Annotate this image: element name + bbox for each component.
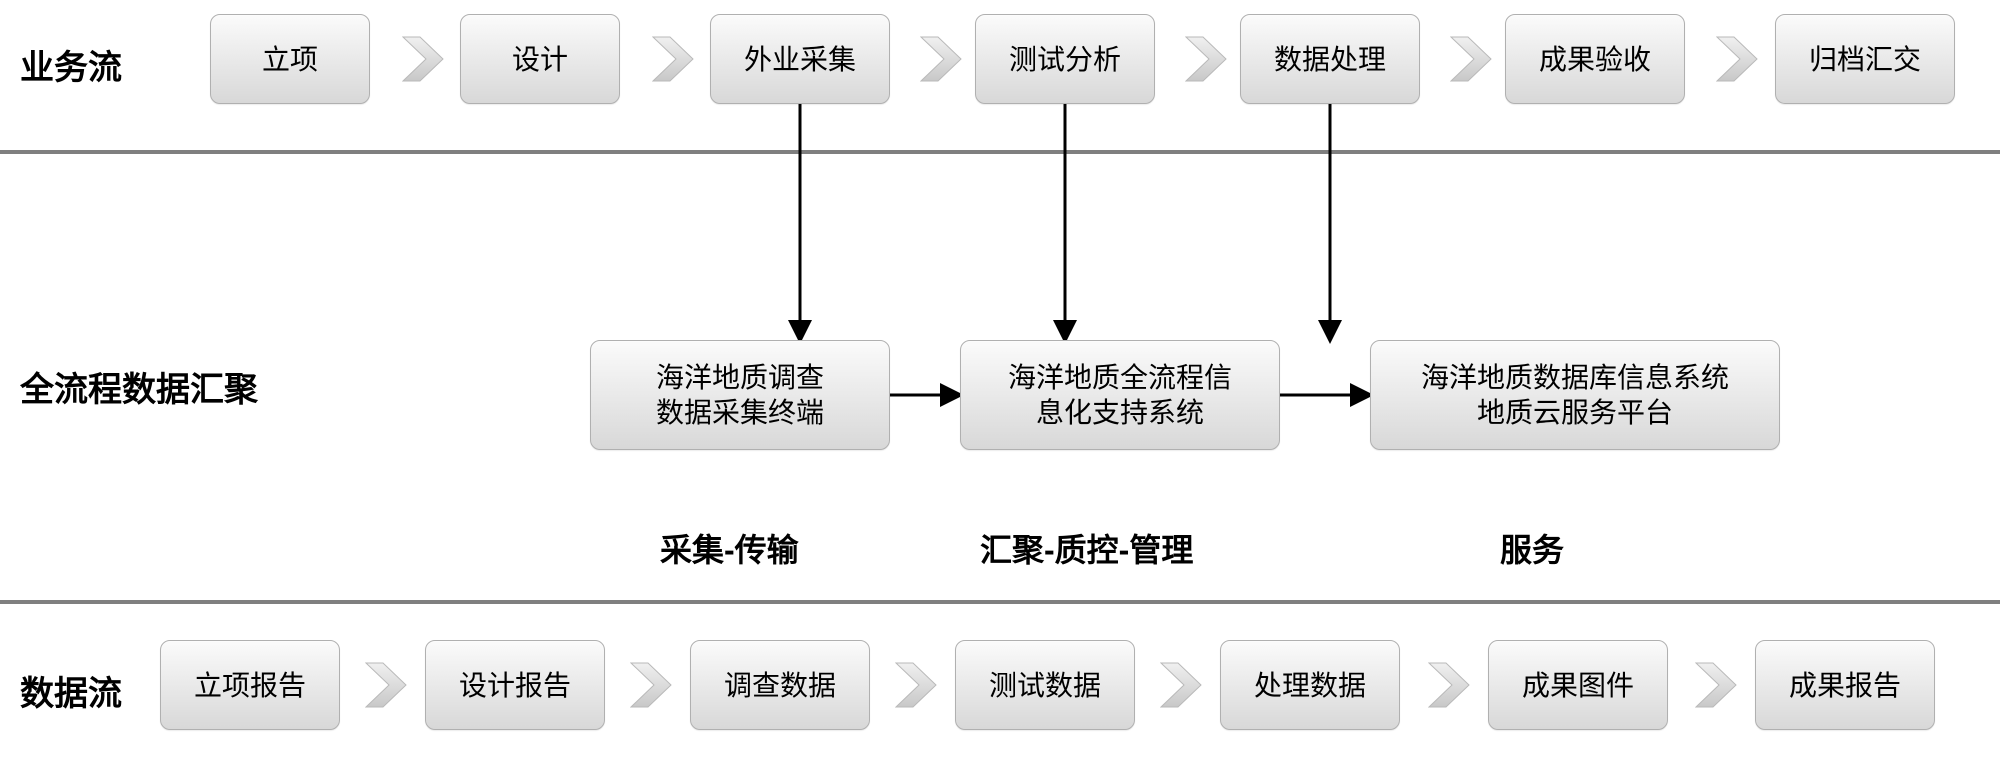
node-label: 归档汇交 [1809, 42, 1921, 77]
chevron-right-icon [1428, 662, 1470, 708]
data-node: 测试数据 [955, 640, 1135, 730]
node-label: 立项 [262, 42, 318, 77]
node-label: 数据采集终端 [656, 395, 824, 430]
business-node: 立项 [210, 14, 370, 104]
data-node: 处理数据 [1220, 640, 1400, 730]
business-node: 设计 [460, 14, 620, 104]
node-label: 数据处理 [1274, 42, 1386, 77]
node-label: 海洋地质数据库信息系统 [1421, 360, 1729, 395]
node-label: 设计报告 [459, 668, 571, 703]
row-label-business: 业务流 [20, 40, 122, 89]
node-label: 息化支持系统 [1036, 395, 1204, 430]
aggregation-node: 海洋地质全流程信息化支持系统 [960, 340, 1280, 450]
chevron-right-icon [652, 36, 694, 82]
business-node: 成果验收 [1505, 14, 1685, 104]
business-node: 外业采集 [710, 14, 890, 104]
chevron-right-icon [920, 36, 962, 82]
node-label: 成果报告 [1789, 668, 1901, 703]
node-label: 设计 [512, 42, 568, 77]
node-label: 海洋地质全流程信 [1008, 360, 1232, 395]
aggregation-node: 海洋地质数据库信息系统地质云服务平台 [1370, 340, 1780, 450]
row-label-data: 数据流 [20, 666, 122, 715]
aggregation-sub-label: 采集-传输 [660, 525, 799, 571]
divider-1 [0, 150, 2000, 154]
row-label-aggregation: 全流程数据汇聚 [20, 362, 258, 411]
data-node: 成果图件 [1488, 640, 1668, 730]
aggregation-sub-label: 服务 [1500, 525, 1564, 571]
data-node: 立项报告 [160, 640, 340, 730]
business-node: 归档汇交 [1775, 14, 1955, 104]
data-node: 设计报告 [425, 640, 605, 730]
aggregation-node: 海洋地质调查数据采集终端 [590, 340, 890, 450]
chevron-right-icon [630, 662, 672, 708]
node-label: 海洋地质调查 [656, 360, 824, 395]
data-node: 调查数据 [690, 640, 870, 730]
chevron-right-icon [365, 662, 407, 708]
business-node: 测试分析 [975, 14, 1155, 104]
diagram-canvas: 业务流 全流程数据汇聚 数据流 立项 设计 外业采集 测试分析 数据处理 成果验收 归档汇交… [0, 0, 2000, 761]
divider-2 [0, 600, 2000, 604]
business-node: 数据处理 [1240, 14, 1420, 104]
node-label: 成果图件 [1522, 668, 1634, 703]
chevron-right-icon [1450, 36, 1492, 82]
chevron-right-icon [1160, 662, 1202, 708]
node-label: 测试数据 [989, 668, 1101, 703]
node-label: 测试分析 [1009, 42, 1121, 77]
chevron-right-icon [1185, 36, 1227, 82]
aggregation-sub-label: 汇聚-质控-管理 [980, 525, 1193, 571]
chevron-right-icon [1695, 662, 1737, 708]
node-label: 调查数据 [724, 668, 836, 703]
chevron-right-icon [402, 36, 444, 82]
node-label: 处理数据 [1254, 668, 1366, 703]
node-label: 外业采集 [744, 42, 856, 77]
node-label: 地质云服务平台 [1477, 395, 1673, 430]
chevron-right-icon [1716, 36, 1758, 82]
node-label: 成果验收 [1539, 42, 1651, 77]
chevron-right-icon [895, 662, 937, 708]
node-label: 立项报告 [194, 668, 306, 703]
data-node: 成果报告 [1755, 640, 1935, 730]
